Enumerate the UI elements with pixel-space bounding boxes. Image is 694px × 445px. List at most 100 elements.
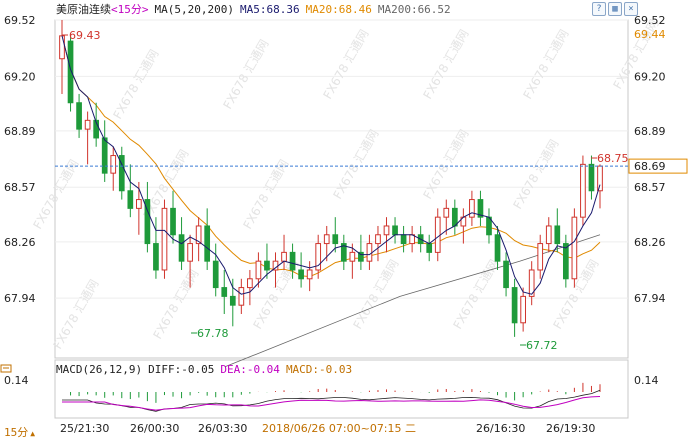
candle-body — [434, 216, 441, 253]
price-tick: 69.20 — [634, 70, 666, 83]
time-axis: 25/21:30 26/00:30 26/03:30 2018/06/26 07… — [60, 422, 595, 435]
low1-label: 67.78 — [197, 327, 229, 340]
last-price-box — [628, 158, 688, 174]
ma200-line — [224, 234, 601, 368]
candle-body — [306, 269, 313, 280]
candle-body — [375, 234, 381, 245]
candle-body — [221, 287, 228, 297]
candle-body — [503, 260, 509, 289]
candle-body — [323, 234, 330, 245]
candle-body — [426, 243, 433, 253]
price-tick: 68.57 — [4, 181, 36, 194]
macd-value: MACD:-0.03 — [285, 363, 353, 376]
candle-body — [580, 163, 586, 218]
candle-body — [67, 40, 74, 104]
macd-params[interactable]: MACD(26,12,9) — [56, 363, 143, 376]
indicator-switch-icon[interactable] — [0, 362, 12, 374]
price-tick: 68.26 — [4, 236, 36, 249]
candle-body — [340, 243, 347, 262]
candle-body — [247, 278, 253, 289]
candle-body — [144, 199, 151, 245]
candle-body — [349, 251, 356, 262]
right-price-axis: 69.52 69.20 68.89 68.57 68.26 67.94 69.44 68.69 — [628, 14, 688, 305]
price-tick: 67.94 — [634, 292, 666, 305]
ma20-path — [61, 35, 601, 278]
price-tick: 68.26 — [634, 236, 666, 249]
ma-params[interactable]: MA(5,20,200) — [154, 3, 234, 16]
period-selector[interactable]: 15分 ▲ — [0, 425, 40, 441]
candle-body — [443, 207, 450, 218]
candle-body — [562, 243, 569, 280]
time-label: 26/00:30 — [130, 422, 179, 435]
candle-body — [187, 243, 193, 262]
candle-body — [281, 251, 287, 262]
candle-body — [494, 234, 501, 262]
ma200-path — [224, 234, 601, 368]
low2-annotation: 67.72 — [520, 339, 558, 352]
ma200-value: MA200:66.52 — [377, 3, 451, 16]
price-tick: 68.57 — [634, 181, 666, 194]
candle-body — [59, 35, 65, 60]
close-icon[interactable]: × — [624, 2, 638, 16]
candle-body — [204, 225, 211, 262]
candle-body — [520, 295, 526, 324]
price-tick: 69.20 — [4, 70, 36, 83]
candle-body — [571, 216, 578, 280]
caret-up-icon: ▲ — [30, 429, 36, 438]
candle-body — [366, 243, 373, 262]
period-label: <15分> — [111, 3, 149, 16]
help-icon[interactable]: ? — [592, 2, 606, 16]
candle-body — [392, 225, 398, 236]
dea-value: DEA:-0.04 — [220, 363, 280, 376]
crosshair-time-label: 2018/06/26 07:00~07:15 二 — [262, 422, 416, 435]
left-price-axis: 69.52 69.20 68.89 68.57 68.26 67.94 — [4, 14, 36, 305]
time-label: 26/03:30 — [198, 422, 247, 435]
candle-body — [315, 243, 322, 271]
high-annotation: 69.43 — [62, 29, 101, 42]
grid-icon[interactable]: ▦ — [608, 2, 622, 16]
candle-body — [451, 207, 458, 227]
time-label: 25/21:30 — [60, 422, 109, 435]
time-label: 26/16:30 — [476, 422, 525, 435]
candle-body — [597, 165, 603, 192]
candle-body — [238, 287, 245, 306]
candle-body — [170, 207, 176, 236]
candle-body — [264, 260, 270, 271]
candle-body — [76, 102, 82, 130]
recent-high-label: 68.75 — [597, 152, 629, 165]
ma20-axis-tag: 69.44 — [634, 28, 666, 41]
macd-bars — [62, 382, 601, 412]
candle-body — [469, 199, 475, 218]
price-tick: 69.52 — [634, 14, 666, 27]
grid — [55, 19, 628, 299]
candle-body — [554, 225, 561, 245]
candle-body — [545, 225, 552, 245]
instrument-name[interactable]: 美原油连续 — [56, 3, 111, 16]
candle-body — [195, 225, 202, 245]
low1-annotation: 67.78 — [191, 327, 229, 340]
candle-body — [255, 260, 262, 280]
candle-body — [118, 155, 125, 192]
candle-body — [400, 234, 407, 245]
candle-body — [212, 260, 219, 289]
candle-body — [136, 199, 142, 209]
candle-body — [511, 287, 518, 324]
macd-axis-left: 0.14 — [4, 374, 29, 387]
diff-value: DIFF:-0.05 — [148, 363, 215, 376]
price-tick: 67.94 — [4, 292, 36, 305]
high-label: 69.43 — [69, 29, 101, 42]
low2-label: 67.72 — [526, 339, 558, 352]
candle-body — [289, 251, 296, 271]
candle-body — [477, 199, 484, 218]
ma5-value: MA5:68.36 — [239, 3, 300, 16]
ma-legend: 美原油连续<15分> MA(5,20,200) MA5:68.36 MA20:68.4… — [56, 3, 457, 17]
window-controls: ? ▦ × — [592, 2, 638, 16]
candle-body — [127, 190, 134, 209]
candle-body — [101, 137, 108, 174]
ma20-line — [61, 35, 601, 278]
macd-axis-right: 0.14 — [634, 374, 659, 387]
candle-body — [84, 119, 91, 130]
candle-body — [383, 225, 390, 236]
